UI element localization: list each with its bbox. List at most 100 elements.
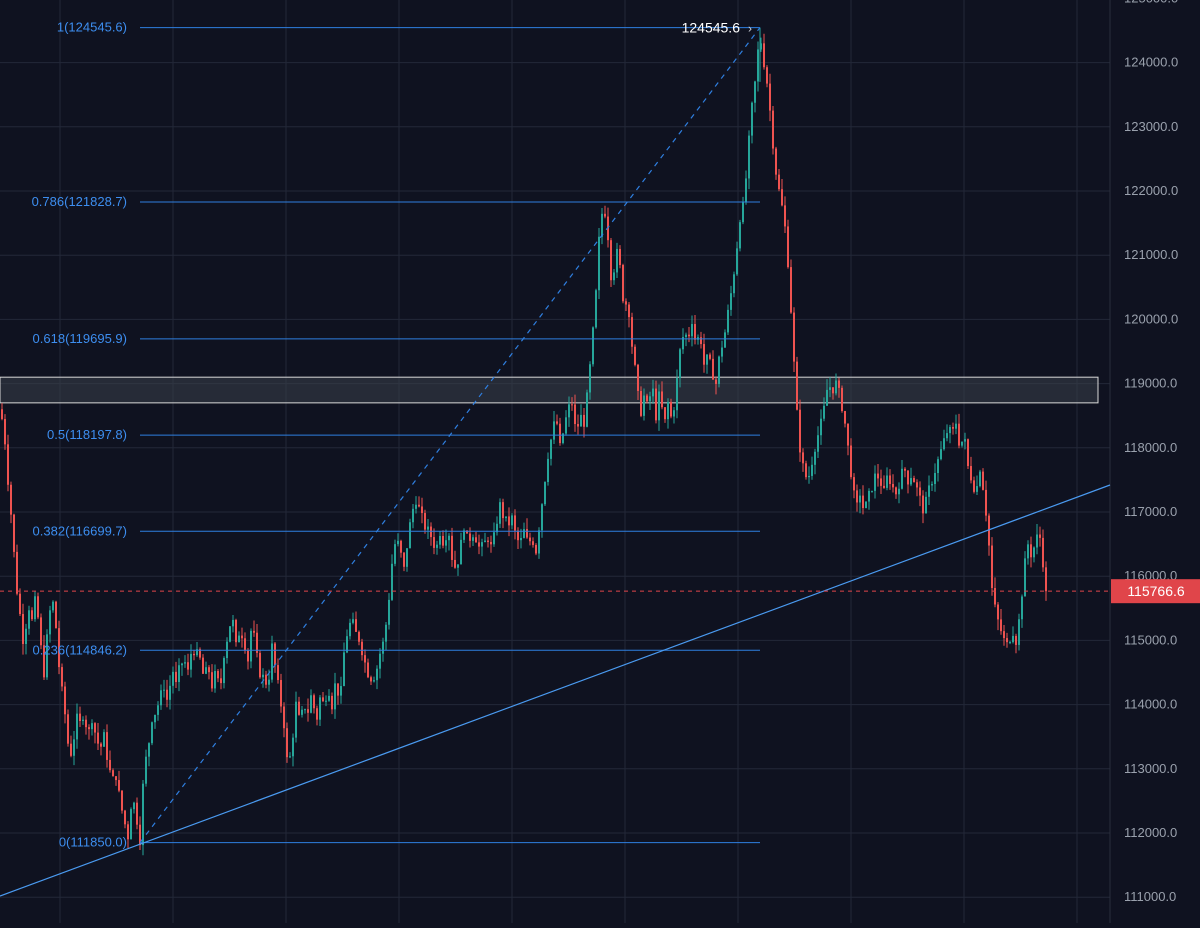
candle-body — [319, 697, 321, 720]
candle-body — [256, 632, 258, 653]
candle-body — [139, 824, 141, 846]
candle-body — [736, 248, 738, 275]
candle-body — [349, 622, 351, 637]
candle-body — [670, 401, 672, 417]
candle-body — [598, 236, 600, 291]
candle-body — [397, 540, 399, 545]
candle-body — [862, 495, 864, 509]
candle-body — [382, 641, 384, 654]
candle-body — [259, 652, 261, 678]
candle-body — [766, 67, 768, 84]
candle-body — [946, 433, 948, 439]
candle-body — [949, 427, 951, 434]
candle-body — [589, 364, 591, 393]
candle-body — [214, 670, 216, 689]
y-tick-label: 113000.0 — [1124, 761, 1177, 776]
candle-body — [619, 248, 621, 265]
candle-body — [679, 349, 681, 378]
candle-body — [616, 248, 618, 273]
candle-body — [178, 665, 180, 683]
candle-body — [622, 264, 624, 302]
candle-body — [874, 473, 876, 491]
candle-body — [433, 537, 435, 548]
candle-body — [49, 610, 51, 635]
candle-body — [541, 504, 543, 531]
candle-body — [406, 548, 408, 567]
candle-body — [334, 683, 336, 710]
candle-body — [130, 809, 132, 840]
candle-body — [379, 653, 381, 669]
candle-body — [160, 690, 162, 706]
candle-body — [580, 414, 582, 427]
candle-body — [229, 626, 231, 642]
candle-body — [136, 802, 138, 825]
candle-body — [850, 445, 852, 478]
candle-body — [331, 695, 333, 710]
y-tick-label: 118000.0 — [1124, 440, 1177, 455]
candle-body — [757, 49, 759, 82]
candle-body — [475, 537, 477, 543]
candle-body — [511, 515, 513, 526]
candle-body — [157, 705, 159, 715]
candle-body — [502, 502, 504, 519]
candle-body — [454, 559, 456, 568]
candle-body — [664, 407, 666, 420]
candle-body — [19, 593, 21, 615]
candle-body — [931, 484, 933, 486]
candle-body — [661, 391, 663, 408]
candle-body — [586, 392, 588, 427]
candle-body — [28, 610, 30, 629]
candle-body — [67, 714, 69, 744]
high-price-label: 124545.6 — [682, 20, 741, 36]
candle-body — [328, 695, 330, 701]
candle-body — [922, 495, 924, 514]
candle-body — [340, 686, 342, 696]
candle-body — [958, 423, 960, 446]
candle-body — [814, 451, 816, 465]
candle-body — [457, 564, 459, 568]
candle-body — [70, 743, 72, 756]
candle-body — [718, 356, 720, 384]
candle-body — [871, 490, 873, 492]
candle-body — [769, 83, 771, 111]
candle-body — [964, 439, 966, 442]
candle-body — [1018, 619, 1020, 645]
candle-body — [739, 222, 741, 249]
candle-body — [388, 599, 390, 625]
candle-body — [265, 674, 267, 685]
candle-body — [691, 324, 693, 337]
candle-body — [463, 530, 465, 540]
candle-body — [451, 535, 453, 560]
candle-body — [991, 545, 993, 589]
candle-body — [853, 477, 855, 491]
candle-body — [733, 274, 735, 294]
candle-body — [412, 508, 414, 523]
candle-body — [418, 504, 420, 507]
candle-body — [583, 414, 585, 427]
candle-body — [529, 537, 531, 542]
candle-body — [538, 530, 540, 554]
candle-body — [928, 485, 930, 497]
candle-body — [481, 542, 483, 547]
candle-body — [676, 377, 678, 411]
candle-body — [919, 487, 921, 496]
candle-body — [523, 529, 525, 538]
fib-level-label: 0(111850.0) — [59, 835, 127, 850]
candle-body — [634, 346, 636, 365]
candle-body — [688, 334, 690, 337]
candle-body — [208, 667, 210, 673]
candle-body — [820, 418, 822, 436]
candle-body — [682, 336, 684, 350]
candle-body — [559, 423, 561, 444]
candle-body — [478, 542, 480, 547]
candle-body — [448, 535, 450, 541]
resistance-zone — [0, 376, 1099, 404]
candle-body — [250, 630, 252, 662]
candle-body — [808, 475, 810, 478]
candle-body — [778, 174, 780, 190]
candle-body — [199, 649, 201, 658]
candle-body — [685, 334, 687, 337]
candle-body — [508, 516, 510, 526]
